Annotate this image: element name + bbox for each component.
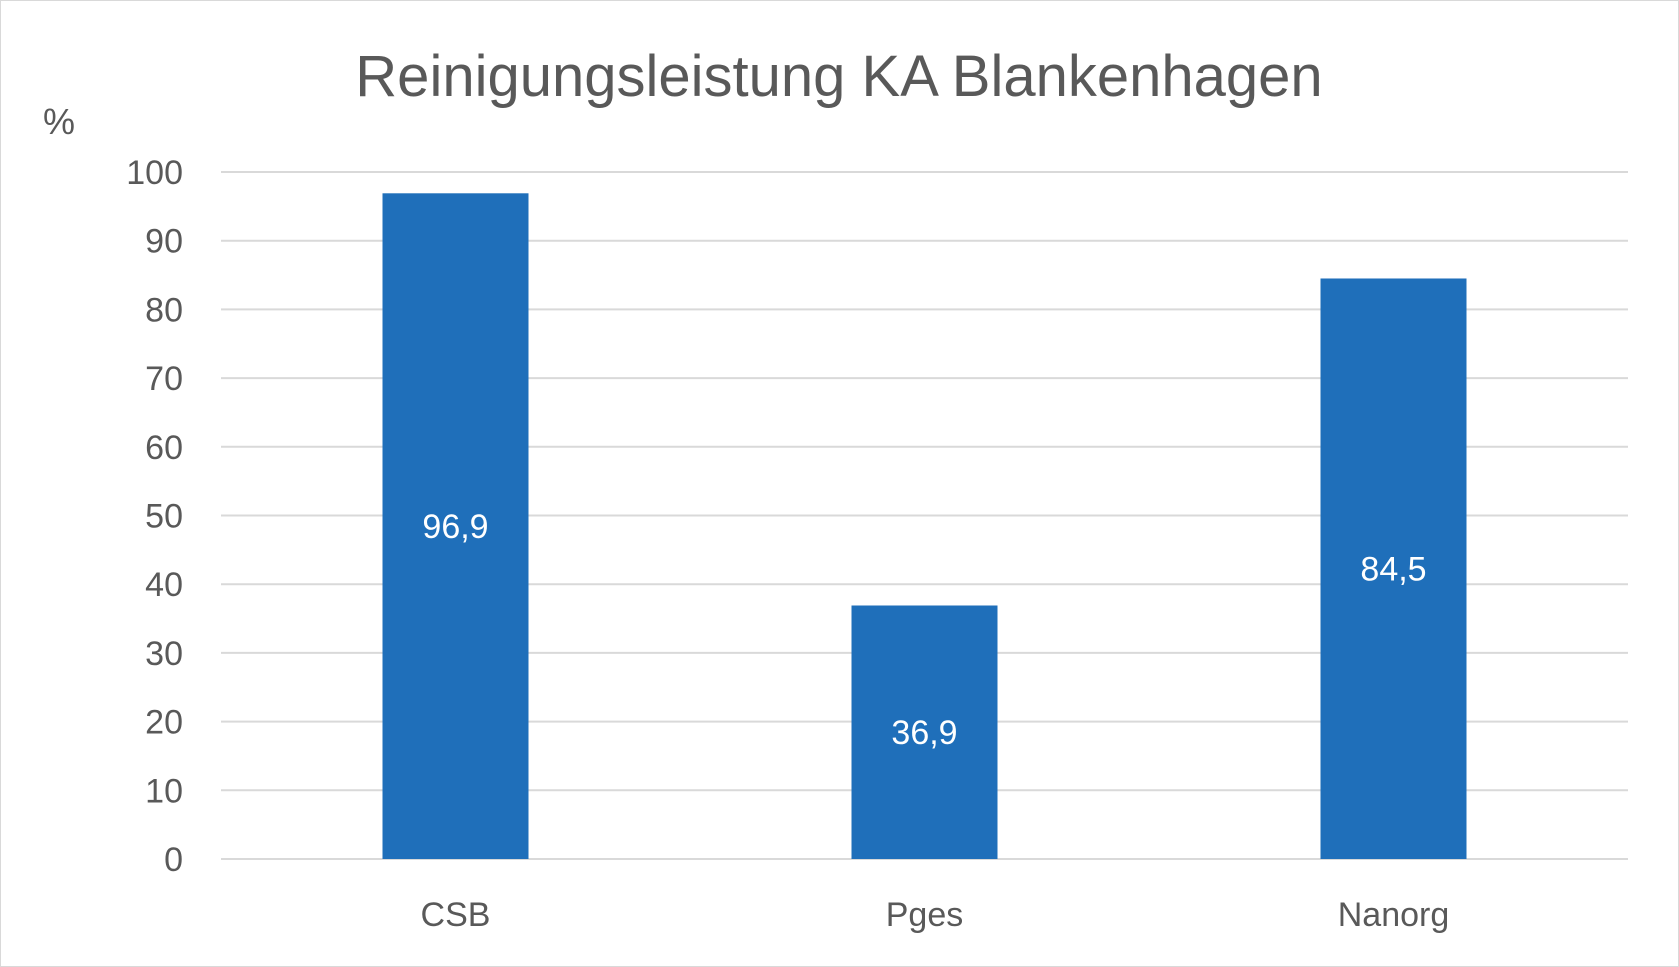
y-tick-label: 90 (145, 223, 183, 261)
data-label-csb: 96,9 (422, 508, 488, 546)
y-tick-label: 30 (145, 635, 183, 673)
y-tick-label: 10 (145, 772, 183, 810)
y-tick-label: 40 (145, 566, 183, 604)
chart-title: Reinigungsleistung KA Blankenhagen (355, 44, 1322, 109)
x-axis-categories: CSB Pges Nanorg (421, 896, 1450, 934)
bars (382, 193, 1467, 859)
data-label-pges: 36,9 (891, 714, 957, 752)
data-labels: 96,9 36,9 84,5 (422, 508, 1426, 752)
y-tick-label: 100 (126, 154, 183, 192)
y-axis-ticks: 0 10 20 30 40 50 60 70 80 90 100 (126, 154, 183, 879)
y-tick-label: 20 (145, 704, 183, 742)
bar-pges (851, 605, 998, 859)
y-tick-label: 0 (164, 841, 183, 879)
y-tick-label: 50 (145, 498, 183, 536)
bar-nanorg (1320, 278, 1467, 859)
y-tick-label: 60 (145, 429, 183, 467)
y-tick-label: 80 (145, 291, 183, 329)
bar-csb (382, 193, 529, 859)
x-category-label: Pges (886, 896, 964, 934)
y-axis-unit-label: % (43, 101, 75, 142)
data-label-nanorg: 84,5 (1360, 551, 1426, 589)
y-tick-label: 70 (145, 360, 183, 398)
x-category-label: Nanorg (1338, 896, 1450, 934)
x-category-label: CSB (421, 896, 491, 934)
